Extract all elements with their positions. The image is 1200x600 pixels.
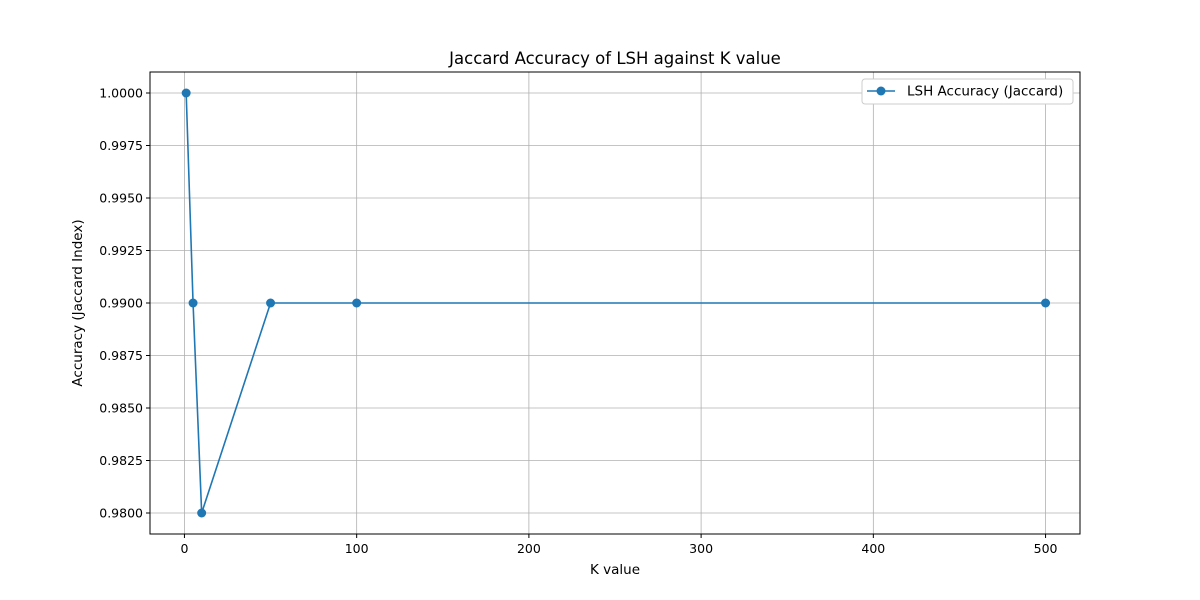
x-tick-label: 300 bbox=[689, 541, 713, 556]
legend-box bbox=[861, 78, 1074, 105]
y-tick-label: 0.9925 bbox=[99, 243, 143, 258]
data-point bbox=[266, 298, 276, 308]
x-tick-label: 200 bbox=[517, 541, 541, 556]
legend-label: LSH Accuracy (Jaccard) bbox=[907, 84, 1063, 100]
y-tick-label: 0.9900 bbox=[99, 296, 143, 311]
y-tick-label: 0.9800 bbox=[99, 506, 143, 521]
y-tick-label: 0.9825 bbox=[99, 453, 143, 468]
y-axis-label: Accuracy (Jaccard Index) bbox=[70, 219, 86, 386]
x-axis-label: K value bbox=[590, 562, 640, 578]
series-layer bbox=[181, 88, 1051, 518]
x-tick-label: 500 bbox=[1034, 541, 1058, 556]
legend: LSH Accuracy (Jaccard) bbox=[861, 78, 1074, 105]
data-point bbox=[197, 508, 207, 518]
data-point bbox=[1041, 298, 1051, 308]
data-point bbox=[188, 298, 198, 308]
y-tick-label: 0.9950 bbox=[99, 191, 143, 206]
y-tick-label: 0.9875 bbox=[99, 348, 143, 363]
y-tick-label: 1.0000 bbox=[99, 86, 143, 101]
series-line bbox=[185, 92, 1046, 514]
y-axis-ticks: 0.9800 0.9825 0.9850 0.9875 0.9900 0.9925 0.99… bbox=[99, 86, 150, 521]
data-point bbox=[352, 298, 362, 308]
x-tick-label: 100 bbox=[345, 541, 369, 556]
y-tick-label: 0.9850 bbox=[99, 401, 143, 416]
legend-marker-swatch bbox=[876, 86, 886, 96]
x-axis-ticks: 0 100 200 300 400 500 bbox=[180, 534, 1058, 556]
plot-frame bbox=[149, 71, 1081, 535]
y-tick-label: 0.9975 bbox=[99, 138, 143, 153]
x-tick-label: 400 bbox=[861, 541, 885, 556]
x-tick-label: 0 bbox=[180, 541, 188, 556]
chart-title: Jaccard Accuracy of LSH against K value bbox=[448, 49, 781, 68]
data-point bbox=[181, 88, 191, 98]
